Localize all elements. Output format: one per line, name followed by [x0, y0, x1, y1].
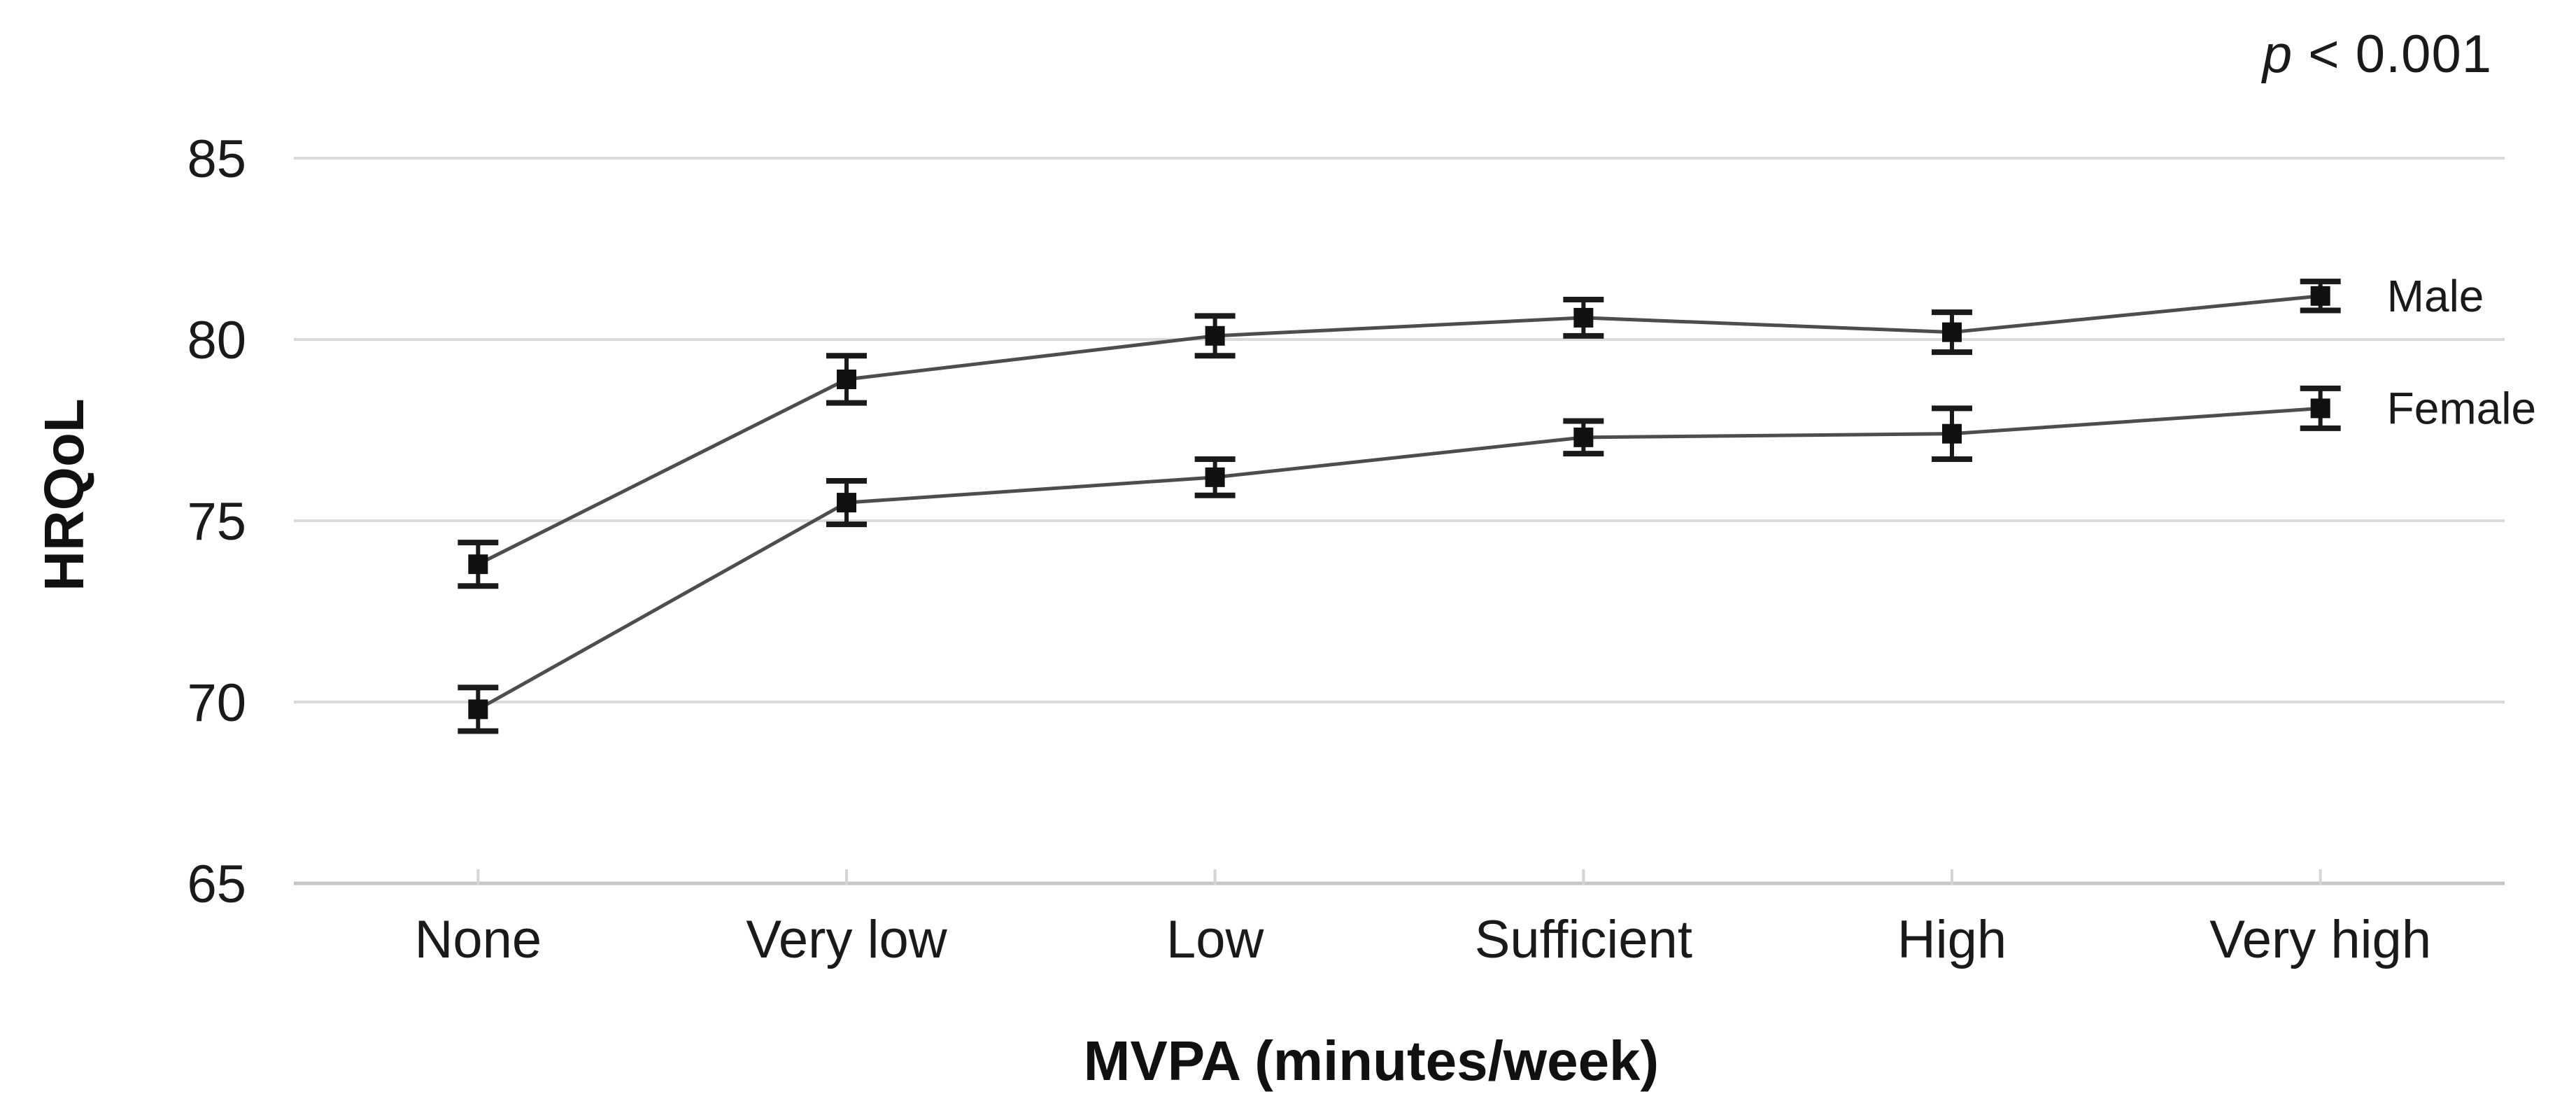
data-point-marker-female	[837, 493, 856, 513]
data-point-marker-female	[1573, 427, 1594, 447]
data-point-marker-male	[2310, 286, 2330, 306]
x-category-label: Sufficient	[1475, 910, 1692, 969]
data-point-marker-male	[1573, 307, 1594, 328]
data-point-marker-male	[1942, 322, 1962, 342]
female-line	[477, 406, 2321, 711]
data-point-marker-male	[468, 554, 488, 575]
x-category-label: Very low	[746, 910, 947, 969]
data-point-marker-female	[2310, 398, 2330, 419]
data-point-marker-male	[837, 369, 856, 389]
x-axis-title: MVPA (minutes/week)	[1083, 1030, 1659, 1092]
x-category-label: High	[1897, 910, 2007, 969]
y-tick-label: 65	[187, 855, 246, 914]
p-symbol: p	[2262, 24, 2293, 84]
x-category-label: Low	[1166, 910, 1265, 969]
data-point-marker-female	[468, 699, 488, 720]
series-label-male: Male	[2387, 271, 2484, 321]
y-tick-label: 80	[187, 311, 246, 370]
data-point-marker-female	[1942, 423, 1962, 444]
x-category-label: None	[414, 910, 542, 969]
p-value-annotation: p < 0.001	[2263, 24, 2492, 85]
y-tick-label: 85	[187, 129, 246, 189]
data-point-marker-male	[1205, 325, 1225, 346]
y-tick-label: 70	[187, 673, 246, 733]
p-value-text: < 0.001	[2293, 24, 2492, 84]
y-tick-label: 75	[187, 492, 246, 552]
data-point-marker-female	[1205, 467, 1225, 487]
male-line	[477, 294, 2321, 566]
x-category-label: Very high	[2209, 910, 2431, 969]
series-label-female: Female	[2387, 383, 2536, 433]
